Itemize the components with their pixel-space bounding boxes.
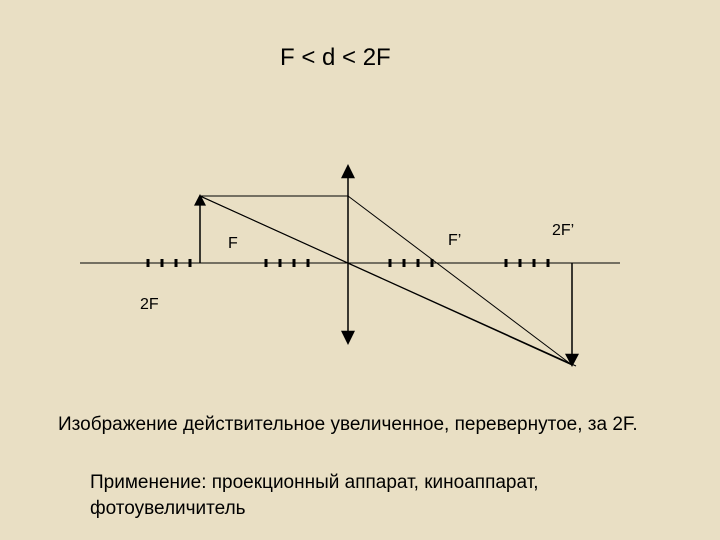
label-2f-prime: 2F’ [552, 222, 574, 240]
caption-image-desc: Изображение действительное увеличенное, … [58, 412, 668, 438]
label-f-prime: F’ [448, 232, 461, 250]
label-2f: 2F [140, 296, 159, 314]
caption-application: Применение: проекционный аппарат, киноап… [90, 470, 650, 521]
label-f: F [228, 235, 238, 253]
diagram-title: F < d < 2F [280, 44, 391, 72]
lens-diagram [0, 0, 720, 540]
